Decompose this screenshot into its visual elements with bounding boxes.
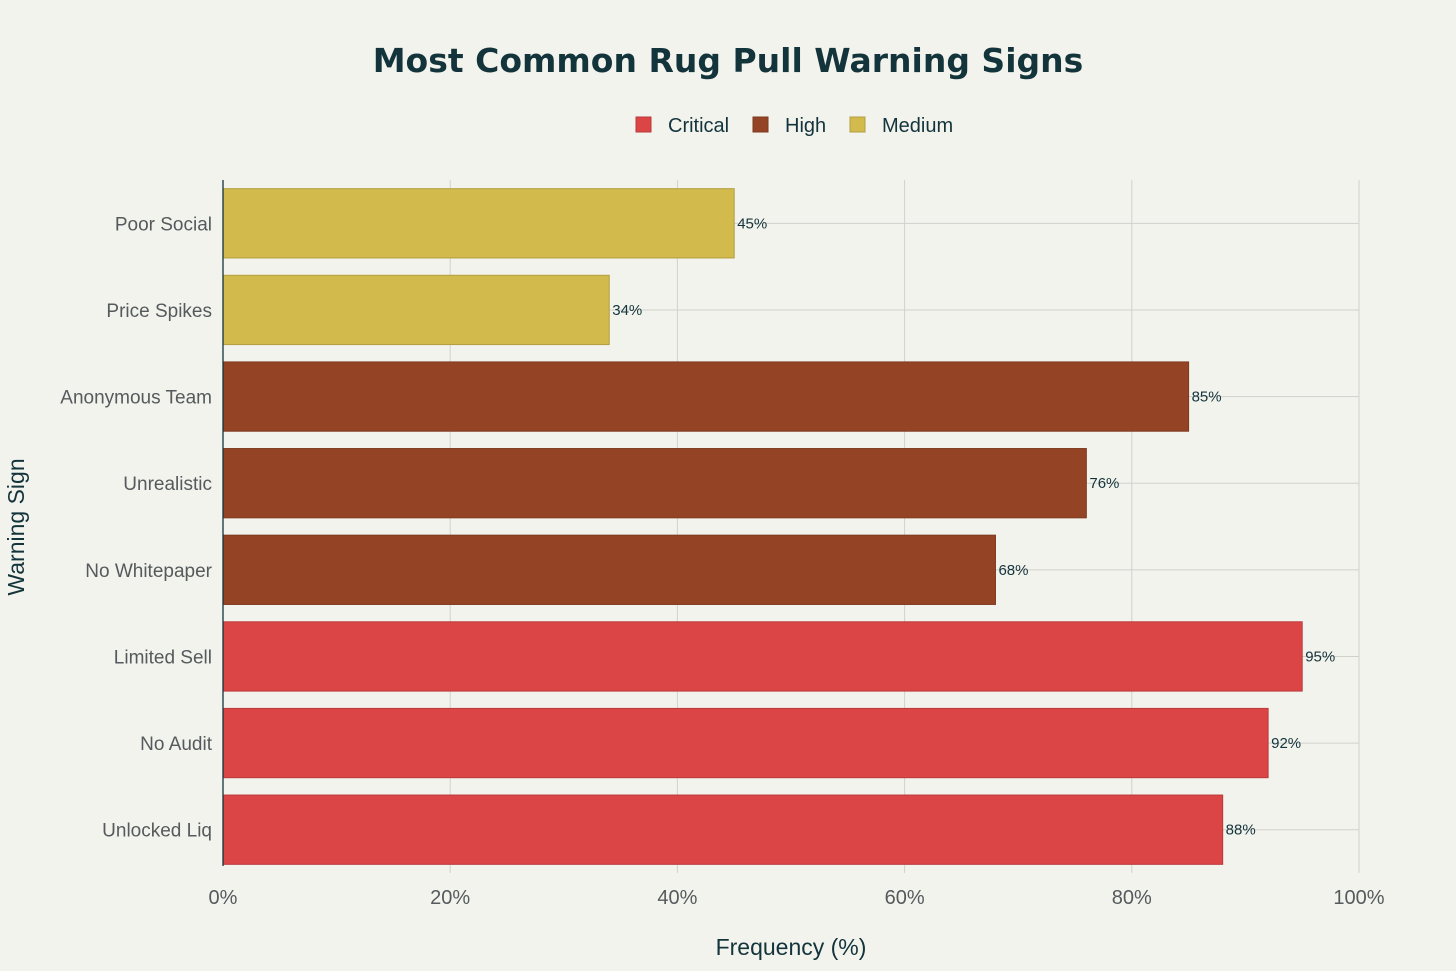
legend-label-high: High: [785, 115, 826, 137]
data-label: 34%: [612, 302, 642, 319]
y-tick-label: No Audit: [140, 734, 213, 755]
bars: [222, 188, 1303, 865]
legend-swatch-critical: [635, 116, 652, 133]
x-tick-label: 80%: [1112, 887, 1152, 909]
legend: Critical High Medium: [635, 115, 953, 137]
y-axis-title: Warning Sign: [3, 458, 29, 595]
x-tick-label: 60%: [885, 887, 925, 909]
bar-limited-sell: [222, 621, 1303, 692]
x-tick-label: 100%: [1333, 887, 1384, 909]
y-tick-label: Limited Sell: [114, 647, 212, 668]
y-tick-label: No Whitepaper: [85, 561, 212, 582]
y-tick-label: Poor Social: [115, 214, 212, 235]
data-label: 45%: [737, 215, 767, 232]
x-tick-label: 0%: [209, 887, 238, 909]
data-label: 92%: [1271, 735, 1301, 752]
bar-no-whitepaper: [222, 534, 996, 605]
bar-unrealistic: [222, 448, 1087, 519]
x-axis-ticks: 0% 20% 40% 60% 80% 100%: [209, 887, 1385, 909]
data-label: 88%: [1226, 822, 1256, 839]
chart-title: Most Common Rug Pull Warning Signs: [373, 41, 1084, 80]
bar-price-spikes: [222, 274, 610, 346]
legend-swatch-medium: [849, 116, 866, 133]
x-axis-title: Frequency (%): [716, 934, 867, 960]
y-axis-ticks: Unlocked Liq No Audit Limited Sell No White…: [60, 214, 212, 841]
x-tick-label: 40%: [657, 887, 697, 909]
data-label: 76%: [1089, 475, 1119, 492]
bar-anonymous-team: [222, 361, 1190, 432]
legend-label-critical: Critical: [668, 115, 729, 137]
data-label: 95%: [1305, 648, 1335, 665]
y-tick-label: Anonymous Team: [60, 388, 212, 409]
bar-poor-social: [222, 188, 735, 259]
y-tick-label: Price Spikes: [106, 301, 212, 322]
y-tick-label: Unlocked Liq: [102, 821, 212, 842]
y-tick-label: Unrealistic: [123, 474, 212, 495]
x-tick-label: 20%: [430, 887, 470, 909]
data-labels: 88% 92% 95% 68% 76% 85% 34% 45%: [612, 215, 1335, 838]
legend-swatch-high: [752, 116, 769, 133]
data-label: 68%: [998, 562, 1028, 579]
legend-label-medium: Medium: [882, 115, 953, 137]
bar-no-audit: [222, 707, 1269, 779]
bar-unlocked-liq: [222, 794, 1224, 865]
data-label: 85%: [1192, 389, 1222, 406]
